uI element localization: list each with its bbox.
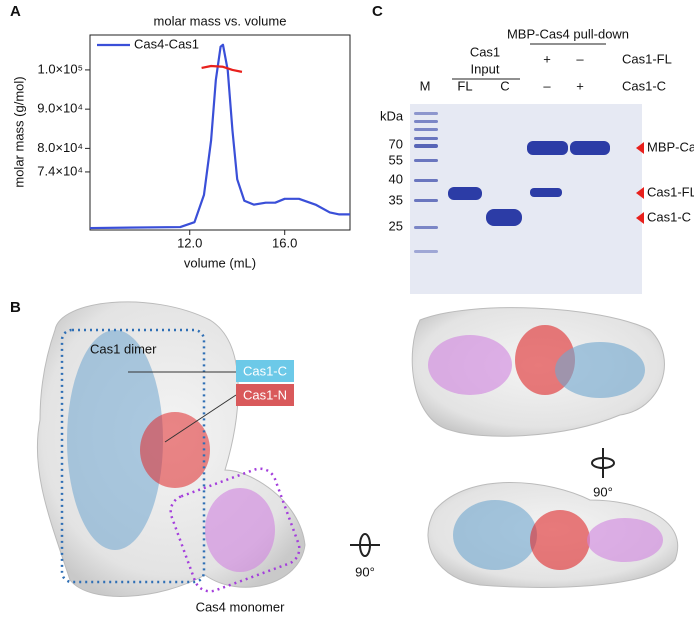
x-axis-label: volume (mL) (184, 255, 256, 270)
lane-label: C (500, 78, 509, 93)
gel-row-label: Cas1-C (622, 78, 666, 93)
arrows (636, 142, 644, 224)
leader (164, 394, 237, 443)
marker-label: 35 (389, 192, 403, 207)
unit: kDa (380, 108, 404, 123)
legend-label: Cas4-Cas1 (134, 36, 199, 51)
gel (410, 104, 642, 294)
cas1-n-region (140, 412, 210, 488)
band-label: Cas1-FL (647, 184, 694, 199)
gel-sign: – (543, 78, 551, 93)
gel-sign: + (543, 51, 551, 66)
cas4-region (587, 518, 663, 562)
lane-label: M (420, 78, 431, 93)
marker-label: 70 (389, 136, 403, 151)
structure-panel: Cas1 dimer Cas1-C Cas1-N Cas4 monomer 90… (36, 301, 679, 614)
gel-sign: – (576, 51, 584, 66)
label: Cas1-N (243, 387, 287, 402)
cas1-c-region (555, 342, 645, 398)
marker-label: 25 (389, 218, 403, 233)
panel-label: A (10, 3, 21, 20)
marker-label: 40 (389, 171, 403, 186)
label: Cas4 monomer (196, 599, 286, 614)
gel-header: Cas1 (470, 44, 500, 59)
plot-frame (89, 34, 351, 231)
label-box (236, 360, 294, 382)
gel-row-label: Cas1-FL (622, 51, 672, 66)
cas4-region (428, 335, 512, 395)
label: Cas1 dimer (90, 341, 157, 356)
label: Cas1-C (243, 363, 287, 378)
cas1-c-region (453, 500, 537, 570)
chart: molar mass vs. volume volume (mL) molar … (11, 13, 351, 270)
x-tick-label: 16.0 (272, 235, 297, 250)
series-line (201, 64, 243, 73)
cas1-c-region (67, 330, 163, 550)
label-box (236, 384, 294, 406)
lane-label: FL (457, 78, 472, 93)
rotation-icon (350, 448, 615, 557)
y-tick-label: 1.0×10⁵ (37, 61, 83, 76)
band-label: Cas1-C (647, 209, 691, 224)
gel-header: MBP-Cas4 pull-down (507, 26, 629, 41)
bands (448, 141, 610, 226)
series-line (89, 43, 350, 230)
ladder (414, 112, 438, 253)
gel-sign: + (576, 78, 584, 93)
cas1-n-region (530, 510, 590, 570)
y-tick-label: 8.0×10⁴ (37, 140, 83, 155)
panel-label: C (372, 3, 383, 20)
rotation-label: 90° (593, 484, 613, 499)
y-tick-label: 7.4×10⁴ (37, 163, 83, 178)
marker-label: 55 (389, 152, 403, 167)
gel-panel: Cas1 Input MBP-Cas4 pull-down + – Cas1-F… (380, 26, 694, 294)
y-tick-label: 9.0×10⁴ (37, 101, 83, 116)
cas4-region (205, 488, 275, 572)
x-tick-label: 12.0 (177, 235, 202, 250)
panel-label: B (10, 299, 21, 316)
band-label: MBP-Cas4 (647, 139, 694, 154)
rotation-label: 90° (355, 564, 375, 579)
gel-header: Input (471, 61, 500, 76)
chart-title: molar mass vs. volume (154, 13, 287, 28)
y-axis-label: molar mass (g/mol) (11, 76, 26, 187)
dotted-box (60, 328, 206, 584)
dotted-box (169, 467, 301, 593)
